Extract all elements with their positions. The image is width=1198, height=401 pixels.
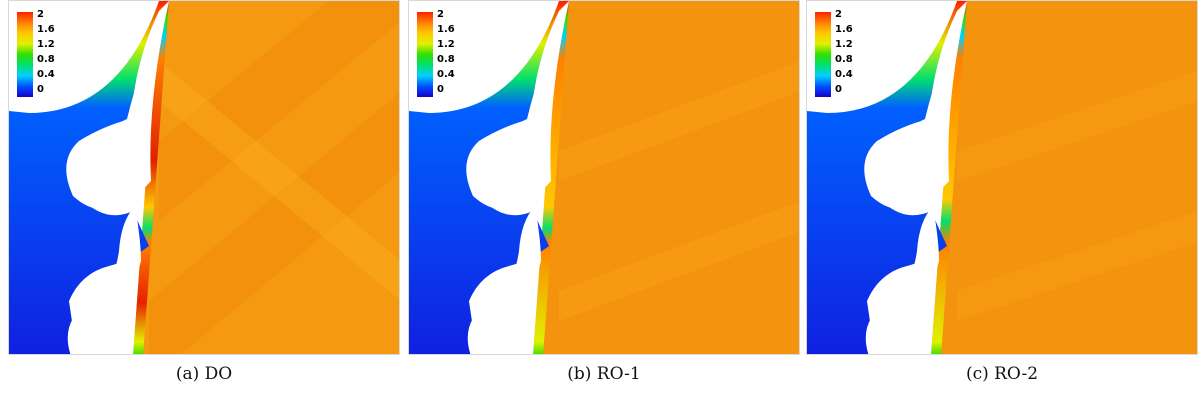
colorbar-tick: 0.4 [835,69,853,80]
colorbar-tick: 1.6 [37,24,55,35]
colorbar-tick: 0.4 [437,69,455,80]
colorbar-tick: 2 [37,9,44,20]
colorbar-tick: 0 [835,84,842,95]
colorbar-tick: 1.6 [437,24,455,35]
colorbar-gradient [17,12,33,97]
colorbar-tick: 0.8 [835,54,853,65]
colorbar-tick: 2 [835,9,842,20]
colorbar: 2 1.6 1.2 0.8 0.4 0 [17,10,87,100]
colorbar-tick: 1.6 [835,24,853,35]
colorbar-tick: 1.2 [835,39,853,50]
colorbar-tick: 0.8 [37,54,55,65]
colorbar-tick: 1.2 [37,39,55,50]
panel-caption: (b) RO-1 [567,364,641,384]
contour-field [9,1,399,354]
colorbar-tick: 0.8 [437,54,455,65]
colorbar-tick: 0 [37,84,44,95]
contour-plot-ro-2: 2 1.6 1.2 0.8 0.4 0 [806,0,1198,355]
colorbar-gradient [815,12,831,97]
colorbar: 2 1.6 1.2 0.8 0.4 0 [815,10,885,100]
colorbar-tick: 1.2 [437,39,455,50]
colorbar: 2 1.6 1.2 0.8 0.4 0 [417,10,487,100]
colorbar-tick: 0.4 [37,69,55,80]
panel-caption: (c) RO-2 [965,364,1039,384]
contour-plot-do: 2 1.6 1.2 0.8 0.4 0 [8,0,400,355]
contour-field [409,1,799,354]
colorbar-tick: 2 [437,9,444,20]
colorbar-tick: 0 [437,84,444,95]
panel-caption: (a) DO [175,364,233,384]
colorbar-gradient [417,12,433,97]
contour-field [807,1,1197,354]
contour-plot-ro-1: 2 1.6 1.2 0.8 0.4 0 [408,0,800,355]
